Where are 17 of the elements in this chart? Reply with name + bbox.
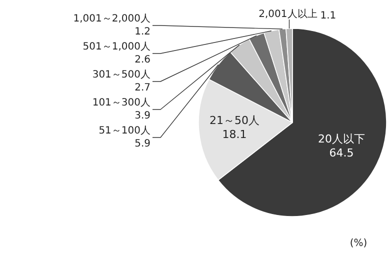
- text: (%): [350, 238, 368, 249]
- slice-label: 21～50人: [209, 114, 260, 127]
- data-label: 1.1: [320, 10, 336, 22]
- slice-label: 501～1,000人: [82, 42, 151, 52]
- slice-label: 2,001人以上: [258, 8, 318, 20]
- data-label: 2.7: [134, 82, 151, 94]
- data-label: 1.2: [134, 26, 151, 38]
- data-label: 64.5: [329, 146, 354, 160]
- slice-label: 101～300人: [92, 98, 151, 108]
- data-label: 3.9: [134, 110, 151, 122]
- slice-label: 20人以下: [318, 132, 365, 146]
- slice-label: 51～100人: [98, 126, 150, 136]
- slice-label: 1,001～2,000人: [73, 14, 151, 24]
- data-label: 2.6: [134, 54, 151, 66]
- data-label: 18.1: [222, 128, 247, 141]
- data-label: 5.9: [134, 138, 151, 150]
- slice-label: 301～500人: [92, 70, 151, 80]
